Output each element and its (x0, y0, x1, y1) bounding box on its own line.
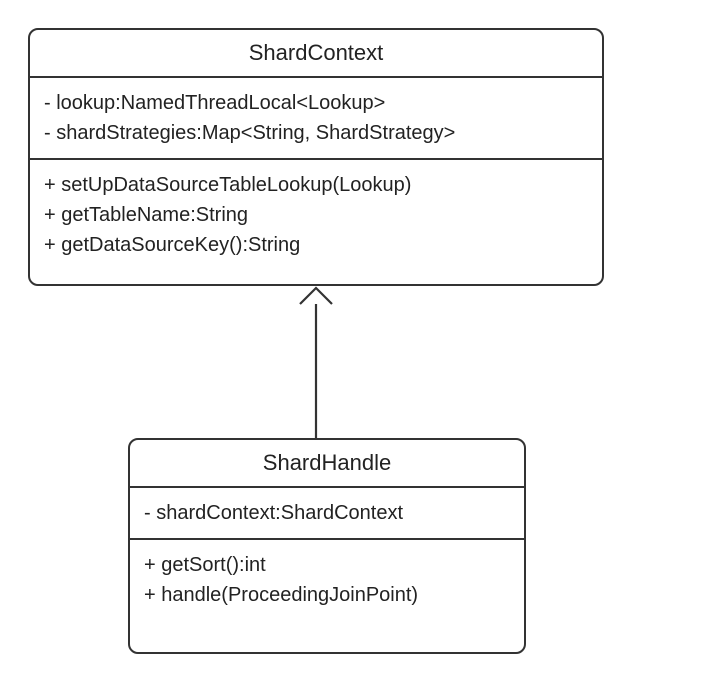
operation: + handle(ProceedingJoinPoint) (144, 580, 510, 610)
class-title: ShardHandle (130, 440, 524, 488)
uml-class-shardcontext: ShardContext - lookup:NamedThreadLocal<L… (28, 28, 604, 286)
operation: + getDataSourceKey():String (44, 230, 588, 260)
operations-section: + getSort():int + handle(ProceedingJoinP… (130, 538, 524, 620)
attribute: - lookup:NamedThreadLocal<Lookup> (44, 88, 588, 118)
operations-section: + setUpDataSourceTableLookup(Lookup) + g… (30, 158, 602, 270)
attributes-section: - lookup:NamedThreadLocal<Lookup> - shar… (30, 78, 602, 158)
operation: + setUpDataSourceTableLookup(Lookup) (44, 170, 588, 200)
operation: + getTableName:String (44, 200, 588, 230)
uml-class-shardhandle: ShardHandle - shardContext:ShardContext … (128, 438, 526, 654)
attribute: - shardContext:ShardContext (144, 498, 510, 528)
class-title: ShardContext (30, 30, 602, 78)
attributes-section: - shardContext:ShardContext (130, 488, 524, 538)
operation: + getSort():int (144, 550, 510, 580)
attribute: - shardStrategies:Map<String, ShardStrat… (44, 118, 588, 148)
